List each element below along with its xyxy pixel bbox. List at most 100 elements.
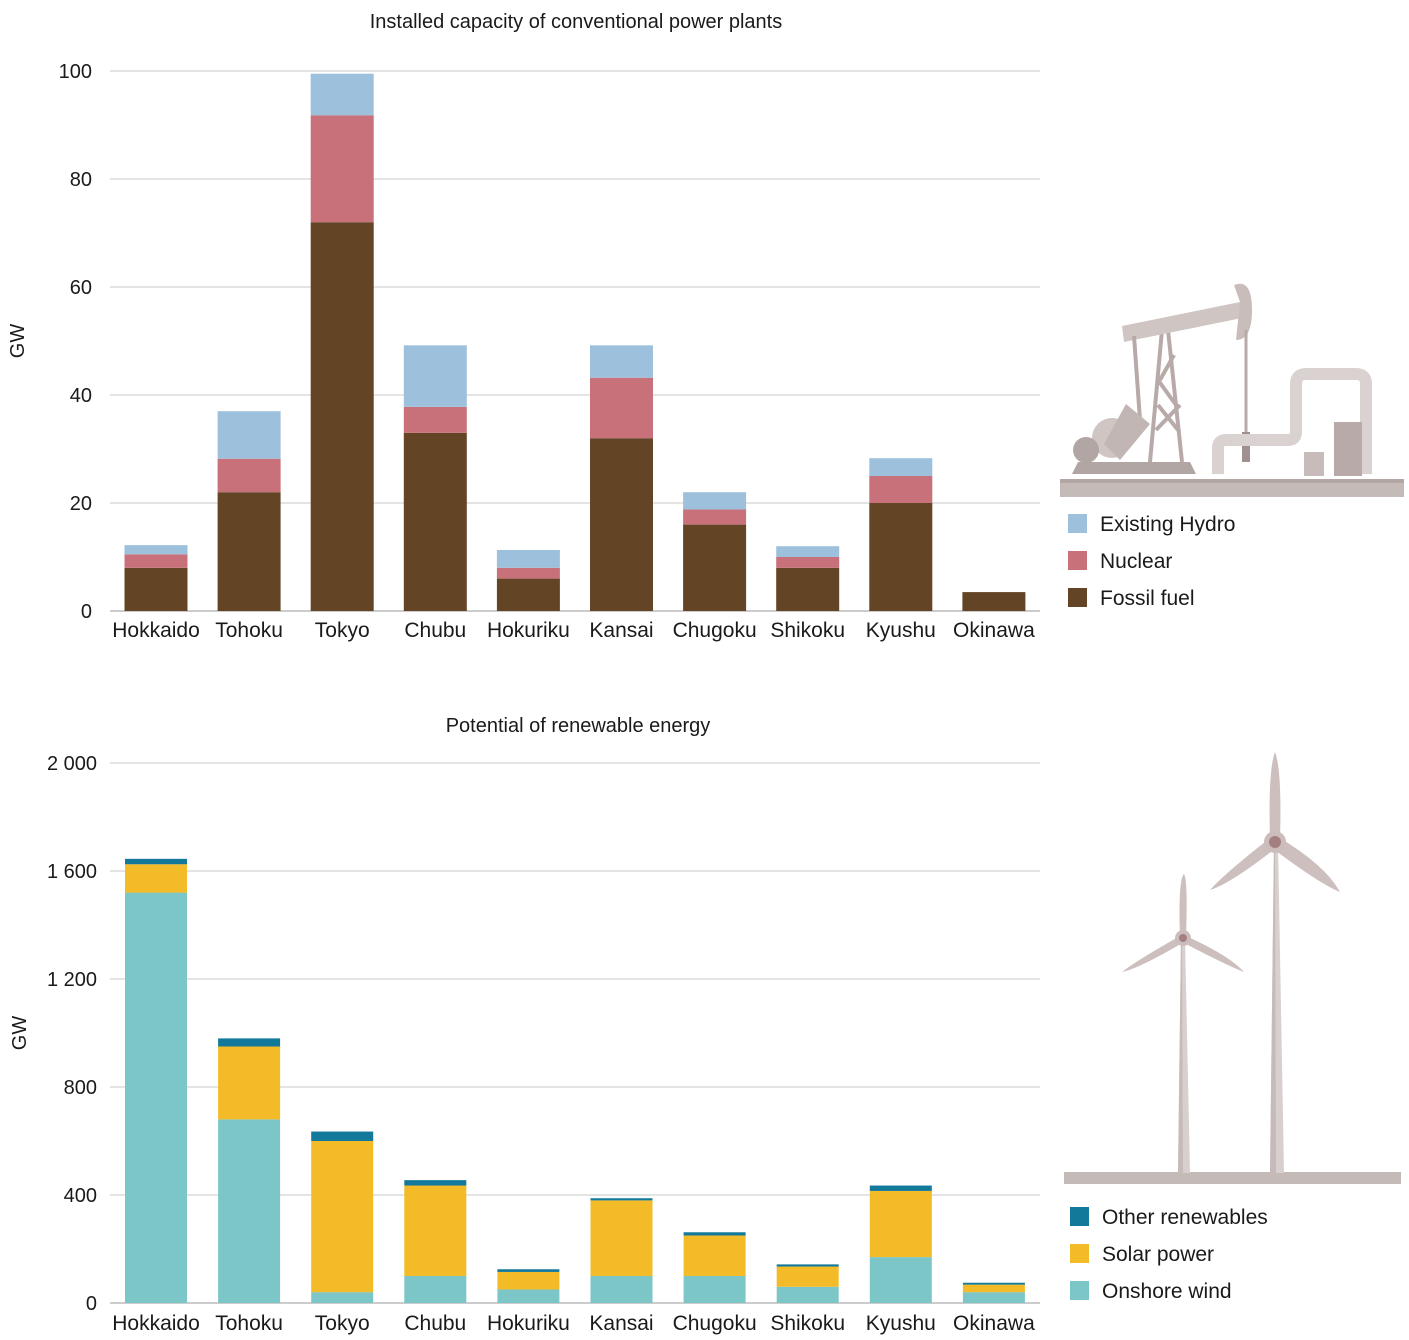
bar-segment [403, 432, 467, 611]
legend-swatch [1068, 588, 1087, 607]
legend-label: Nuclear [1100, 550, 1172, 573]
x-tick-label: Okinawa [953, 619, 1035, 642]
bar-segment [497, 1289, 560, 1303]
bar-segment [776, 567, 840, 611]
bar-segment [869, 1185, 932, 1191]
bar-segment [590, 438, 653, 611]
x-tick-label: Tokyo [315, 1312, 370, 1335]
bar-segment [218, 1119, 281, 1303]
y-axis-label: GW [9, 1016, 31, 1051]
pumpjack-icon [1060, 283, 1404, 497]
chart-title: Installed capacity of conventional power… [370, 11, 782, 33]
y-tick-label: 400 [64, 1185, 97, 1207]
bar-segment [683, 509, 747, 525]
x-axis-ticks: Hokkaido Tohoku Tokyo Chubu Hokuriku Kansai Ch… [112, 1312, 1035, 1335]
y-tick-label: 0 [81, 601, 92, 623]
bar-segment [590, 1276, 653, 1303]
bar-segment [404, 1180, 467, 1186]
legend-swatch [1068, 551, 1087, 570]
y-tick-label: 60 [70, 277, 92, 299]
bar-segment [311, 1292, 374, 1303]
bar-segment [683, 492, 747, 510]
bar-segment [125, 892, 187, 1303]
legend-swatch [1070, 1207, 1089, 1226]
legend-swatch [1070, 1244, 1089, 1263]
bar-segment [962, 592, 1026, 611]
bar-segment [962, 1282, 1025, 1285]
bar-segment [497, 1271, 560, 1290]
x-tick-label: Hokuriku [487, 1312, 570, 1335]
bar-segment [869, 1190, 932, 1258]
bar-segment [683, 1235, 746, 1276]
legend-swatch [1068, 514, 1087, 533]
x-tick-label: Kansai [589, 619, 653, 642]
y-tick-label: 800 [64, 1077, 97, 1099]
y-tick-label: 100 [59, 61, 92, 83]
x-tick-label: Shikoku [770, 619, 845, 642]
bar-segment [776, 557, 840, 568]
bar-segment [496, 578, 560, 611]
bar-segment [683, 524, 747, 611]
y-tick-label: 2 000 [47, 753, 97, 775]
bar-segment [496, 567, 560, 579]
y-axis-label: GW [7, 324, 29, 359]
x-tick-label: Hokkaido [112, 619, 200, 642]
bar-segment [590, 377, 653, 439]
x-tick-label: Shikoku [770, 1312, 845, 1335]
bar-segment [962, 1292, 1025, 1303]
bar-segment [310, 73, 374, 116]
x-tick-label: Kansai [589, 1312, 653, 1335]
x-tick-label: Chugoku [673, 619, 757, 642]
bar-segment [404, 1276, 467, 1303]
x-tick-label: Tokyo [315, 619, 370, 642]
bar-segment [962, 1284, 1025, 1293]
chart-title: Potential of renewable energy [446, 715, 711, 737]
y-tick-label: 1 600 [47, 861, 97, 883]
x-tick-label: Kyushu [866, 1312, 936, 1335]
bar-segment [124, 567, 188, 611]
x-tick-label: Hokuriku [487, 619, 570, 642]
legend-label: Onshore wind [1102, 1280, 1232, 1303]
bar-segment [496, 549, 560, 568]
bar-segment [869, 458, 933, 476]
y-tick-label: 1 200 [47, 969, 97, 991]
x-tick-label: Tohoku [215, 619, 283, 642]
legend-label: Fossil fuel [1100, 587, 1195, 610]
bar-segment [311, 1131, 374, 1141]
bar-segment [683, 1276, 746, 1303]
bar-segment [776, 1264, 839, 1267]
bar-segment [217, 411, 281, 459]
bar-segment [404, 1185, 467, 1276]
bar-segment [310, 222, 374, 611]
x-tick-label: Kyushu [866, 619, 936, 642]
x-tick-label: Chubu [404, 619, 466, 642]
bar-segment [311, 1141, 374, 1293]
bar-segment [217, 458, 281, 493]
x-tick-label: Tohoku [215, 1312, 283, 1335]
bar-segment [310, 115, 374, 223]
bars [125, 858, 1025, 1303]
renewable-potential-chart: Potential of renewable energy GW 0 400 800… [9, 715, 1268, 1335]
bar-segment [125, 858, 187, 865]
bar-segment [590, 1200, 653, 1276]
x-tick-label: Chubu [404, 1312, 466, 1335]
bar-segment [218, 1046, 281, 1120]
bar-segment [590, 345, 653, 378]
y-tick-label: 0 [86, 1293, 97, 1315]
bar-segment [683, 1232, 746, 1236]
bar-segment [590, 1198, 653, 1201]
legend-label: Solar power [1102, 1243, 1214, 1266]
legend: Existing Hydro Nuclear Fossil fuel [1068, 513, 1235, 610]
y-tick-label: 80 [70, 169, 92, 191]
legend-label: Existing Hydro [1100, 513, 1235, 536]
y-tick-label: 20 [70, 493, 92, 515]
bar-segment [776, 546, 840, 557]
bar-segment [124, 554, 188, 568]
x-axis-ticks: Hokkaido Tohoku Tokyo Chubu Hokuriku Kansai Ch… [112, 619, 1035, 642]
bar-segment [776, 1286, 839, 1303]
y-axis-ticks: 0 400 800 1 200 1 600 2 000 [47, 753, 97, 1315]
wind-turbines-icon [1064, 752, 1401, 1184]
conventional-capacity-chart: Installed capacity of conventional power… [7, 11, 1235, 642]
